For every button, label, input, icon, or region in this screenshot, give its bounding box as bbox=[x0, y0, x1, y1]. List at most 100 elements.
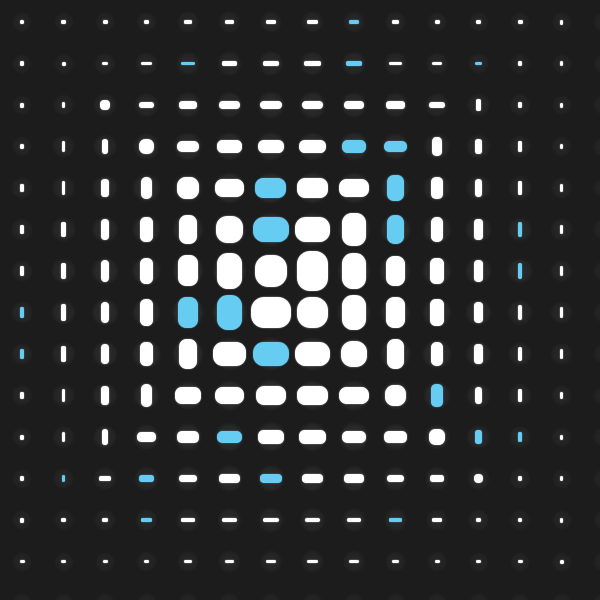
accent-dot bbox=[431, 384, 443, 407]
grid-dot bbox=[61, 304, 66, 321]
grid-dot bbox=[178, 255, 198, 287]
accent-dot bbox=[178, 297, 198, 328]
grid-dot bbox=[474, 179, 483, 197]
grid-dot bbox=[176, 431, 200, 443]
grid-dot bbox=[559, 144, 564, 149]
grid-dot bbox=[476, 99, 481, 111]
grid-dot bbox=[257, 430, 285, 444]
grid-dot bbox=[559, 559, 564, 564]
grid-dot bbox=[296, 296, 329, 329]
grid-dot bbox=[517, 346, 523, 362]
grid-dot bbox=[518, 141, 522, 152]
grid-dot bbox=[138, 101, 155, 109]
halo-glow bbox=[592, 302, 600, 323]
grid-dot bbox=[140, 341, 153, 367]
grid-dot bbox=[341, 430, 367, 444]
accent-dot bbox=[139, 475, 154, 482]
grid-dot bbox=[559, 19, 564, 25]
grid-dot bbox=[429, 475, 445, 482]
halo-glow bbox=[592, 343, 600, 365]
grid-dot bbox=[99, 476, 111, 481]
grid-dot bbox=[61, 181, 66, 195]
accent-dot bbox=[517, 222, 523, 237]
grid-dot bbox=[559, 102, 564, 108]
grid-dot bbox=[386, 339, 405, 369]
grid-dot bbox=[20, 391, 24, 400]
grid-dot bbox=[255, 255, 287, 287]
grid-dot bbox=[257, 139, 285, 154]
halo-glow bbox=[260, 592, 282, 600]
halo-glow bbox=[510, 593, 530, 600]
grid-dot bbox=[474, 343, 483, 364]
grid-dot bbox=[559, 307, 564, 318]
grid-dot bbox=[219, 474, 240, 483]
grid-dot bbox=[343, 100, 365, 110]
grid-dot bbox=[518, 475, 522, 482]
grid-dot bbox=[255, 385, 287, 405]
grid-dot bbox=[20, 434, 24, 440]
grid-dot bbox=[297, 251, 328, 291]
grid-dot bbox=[176, 140, 200, 153]
grid-dot bbox=[178, 101, 198, 109]
accent-dot bbox=[475, 61, 482, 66]
grid-dot bbox=[181, 518, 195, 522]
halo-glow bbox=[593, 12, 600, 32]
grid-dot bbox=[174, 387, 202, 404]
accent-dot bbox=[518, 431, 522, 443]
grid-dot bbox=[476, 20, 481, 24]
grid-dot bbox=[431, 176, 443, 200]
halo-glow bbox=[593, 551, 600, 572]
grid-dot bbox=[474, 474, 483, 483]
halo-glow bbox=[219, 592, 240, 600]
grid-dot bbox=[61, 221, 66, 238]
grid-dot bbox=[61, 262, 66, 280]
accent-dot bbox=[349, 20, 359, 24]
halo-glow bbox=[593, 427, 600, 447]
grid-dot bbox=[385, 297, 405, 328]
halo-glow bbox=[136, 593, 157, 600]
grid-dot bbox=[216, 216, 243, 243]
halo-glow bbox=[343, 592, 365, 600]
grid-dot bbox=[20, 61, 24, 66]
grid-dot bbox=[391, 20, 400, 24]
grid-dot bbox=[391, 559, 400, 564]
halo-glow bbox=[593, 510, 600, 530]
grid-dot bbox=[434, 559, 440, 564]
grid-dot bbox=[20, 20, 24, 24]
accent-dot bbox=[341, 140, 367, 153]
grid-dot bbox=[304, 517, 321, 523]
accent-dot bbox=[346, 61, 362, 66]
grid-dot bbox=[101, 61, 109, 66]
grid-dot bbox=[559, 265, 564, 277]
accent-dot bbox=[475, 429, 482, 445]
grid-dot bbox=[219, 100, 240, 110]
halo-glow bbox=[593, 593, 600, 600]
grid-dot bbox=[430, 299, 444, 326]
grid-dot bbox=[559, 349, 564, 359]
grid-dot bbox=[61, 559, 66, 564]
grid-dot bbox=[101, 429, 109, 445]
grid-dot bbox=[61, 388, 66, 403]
grid-dot bbox=[384, 431, 407, 443]
grid-dot bbox=[349, 559, 359, 564]
grid-dot bbox=[265, 20, 277, 24]
grid-dot bbox=[476, 559, 481, 564]
grid-dot bbox=[102, 20, 108, 24]
grid-dot bbox=[518, 389, 522, 402]
grid-dot bbox=[61, 346, 66, 362]
grid-dot bbox=[100, 301, 110, 324]
accent-dot bbox=[386, 214, 405, 245]
grid-dot bbox=[251, 297, 291, 328]
grid-dot bbox=[342, 213, 366, 246]
grid-dot bbox=[20, 184, 24, 192]
grid-dot bbox=[178, 339, 198, 369]
grid-dot bbox=[100, 343, 110, 365]
accent-dot bbox=[253, 216, 289, 243]
grid-dot bbox=[140, 384, 153, 407]
grid-dot bbox=[214, 386, 245, 405]
halo-glow bbox=[302, 592, 323, 600]
grid-dot bbox=[139, 257, 154, 285]
grid-dot bbox=[385, 385, 406, 406]
grid-dot bbox=[386, 101, 405, 109]
